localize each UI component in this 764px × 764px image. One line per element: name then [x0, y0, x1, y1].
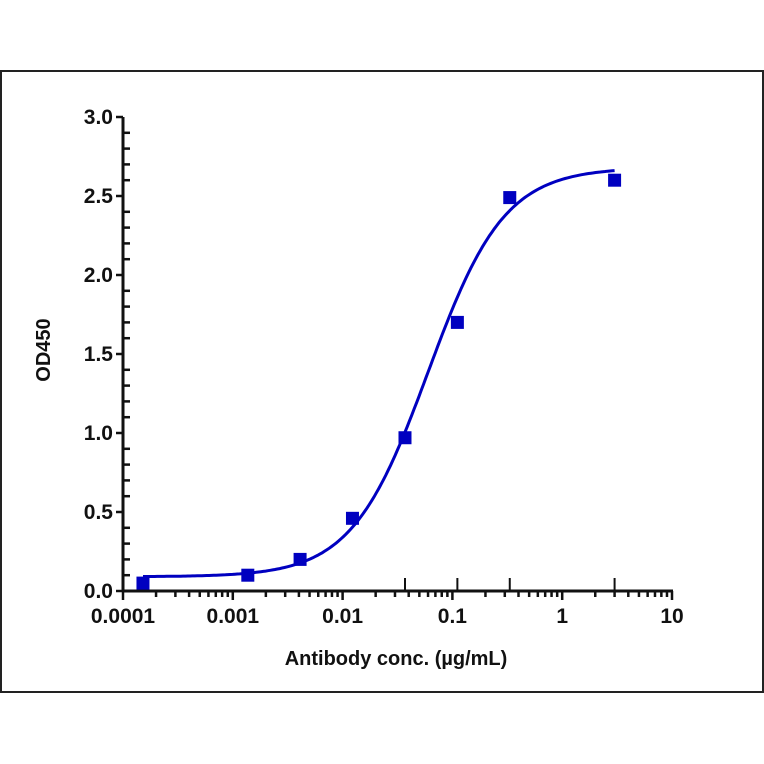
fit-curve	[143, 169, 615, 578]
y-axis-title: OD450	[33, 318, 55, 381]
data-point-square	[345, 511, 359, 525]
y-tick-label: 1.5	[84, 343, 114, 366]
data-point-square	[608, 173, 622, 187]
chart-frame	[0, 70, 764, 693]
x-tick-label: 0.0001	[91, 605, 156, 628]
x-tick-label: 0.01	[322, 605, 363, 628]
data-point-square	[450, 315, 464, 329]
y-tick-label: 1.0	[84, 422, 113, 445]
y-tick-label: 2.0	[84, 264, 113, 287]
data-point-square	[398, 431, 412, 445]
y-axis: 0.0 0.5 1.0 1.5 2.0 2.5 3.0	[84, 106, 130, 603]
x-axis: 0.0001 0.001 0.01 0.1 1 10	[91, 578, 684, 628]
data-point-square	[136, 576, 150, 590]
y-tick-label: 0.5	[84, 501, 114, 524]
data-point-square	[503, 191, 517, 205]
data-point-square	[293, 552, 307, 566]
x-tick-label: 10	[660, 605, 683, 628]
x-tick-label: 0.1	[438, 605, 468, 628]
x-axis-title: Antibody conc. (µg/mL)	[285, 648, 508, 670]
x-tick-label: 0.001	[207, 605, 260, 628]
y-tick-label: 0.0	[84, 580, 113, 603]
data-points	[136, 173, 622, 590]
y-tick-label: 3.0	[84, 106, 113, 129]
data-point-square	[241, 568, 255, 582]
x-tick-label: 1	[556, 605, 568, 628]
y-tick-label: 2.5	[84, 185, 114, 208]
